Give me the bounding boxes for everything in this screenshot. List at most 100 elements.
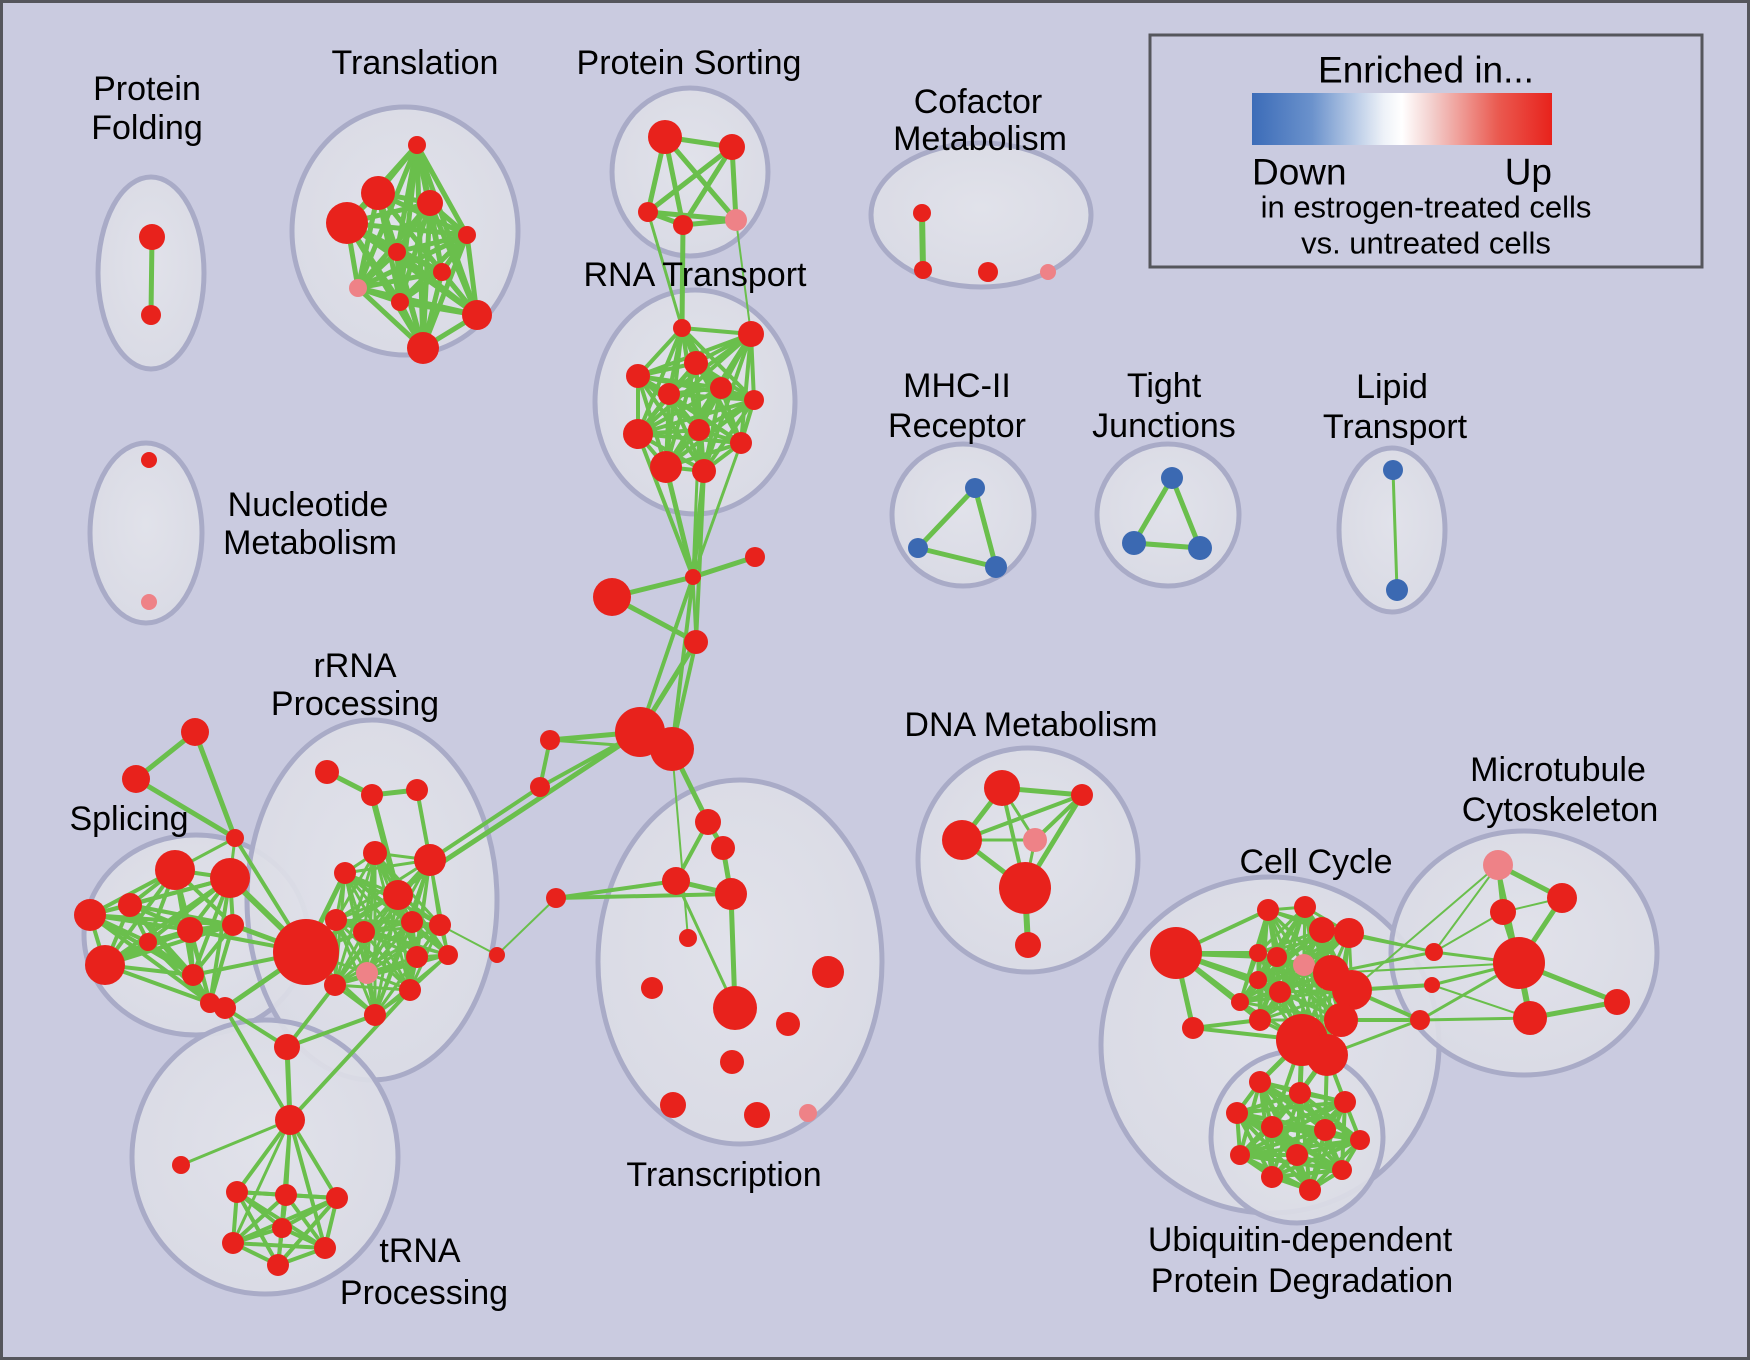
network-node-nm1 bbox=[141, 452, 157, 468]
network-edge bbox=[223, 1006, 292, 1122]
network-edge bbox=[192, 729, 238, 841]
network-node-r4 bbox=[626, 364, 650, 388]
network-node-tr1 bbox=[679, 929, 697, 947]
cluster-ellipse-cofactor-metabolism bbox=[868, 140, 1094, 290]
cluster-label-cell-cycle: Cell Cycle bbox=[1239, 843, 1392, 881]
cluster-label-protein-folding: Protein bbox=[93, 70, 201, 108]
network-edge bbox=[288, 988, 412, 1122]
network-node-cy6 bbox=[1267, 947, 1287, 967]
network-node-r9 bbox=[688, 419, 710, 441]
legend-up-label: Up bbox=[1505, 152, 1552, 193]
network-node-r10 bbox=[730, 432, 752, 454]
network-edge bbox=[362, 923, 442, 934]
network-node-cyh bbox=[1150, 927, 1202, 979]
network-node-mt5 bbox=[1513, 1001, 1547, 1035]
network-node-trf bbox=[314, 1237, 336, 1259]
network-edge bbox=[1418, 1016, 1532, 1022]
network-edge bbox=[148, 234, 155, 318]
network-node-sf1 bbox=[181, 718, 209, 746]
network-node-t6 bbox=[388, 243, 406, 261]
network-edge bbox=[645, 144, 735, 215]
network-edge bbox=[1431, 984, 1531, 1019]
network-node-sp8 bbox=[139, 933, 157, 951]
network-edge bbox=[128, 903, 212, 1005]
network-node-r11 bbox=[650, 451, 682, 483]
network-node-sp7 bbox=[182, 964, 204, 986]
network-node-ub7 bbox=[1350, 1130, 1370, 1150]
network-node-trg bbox=[272, 1218, 292, 1238]
network-node-hp bbox=[356, 962, 378, 984]
network-edge bbox=[662, 134, 739, 223]
cluster-label-protein-folding: Folding bbox=[91, 109, 203, 147]
network-edge bbox=[394, 232, 470, 255]
network-edge bbox=[636, 374, 756, 402]
network-node-t5 bbox=[458, 226, 476, 244]
network-node-ub2 bbox=[1289, 1082, 1311, 1104]
network-node-ub11 bbox=[1261, 1166, 1283, 1188]
network-node-rra bbox=[315, 760, 339, 784]
network-edge bbox=[334, 918, 412, 992]
cluster-label-lipid-transport: Lipid bbox=[1356, 368, 1428, 406]
network-node-dn2 bbox=[1071, 784, 1093, 806]
network-node-r5 bbox=[658, 383, 680, 405]
network-node-cf3 bbox=[978, 262, 998, 282]
network-node-t7 bbox=[433, 263, 451, 281]
network-node-tr5 bbox=[776, 1012, 800, 1036]
cluster-label-lipid-transport: Transport bbox=[1323, 408, 1468, 446]
network-node-cf4 bbox=[1040, 264, 1056, 280]
network-node-t8 bbox=[349, 279, 367, 297]
network-node-trl bbox=[172, 1156, 190, 1174]
network-edge bbox=[1433, 911, 1504, 953]
network-node-dn6 bbox=[1015, 932, 1041, 958]
network-node-dn5 bbox=[999, 862, 1051, 914]
network-node-dn1 bbox=[984, 770, 1020, 806]
network-node-tr2 bbox=[641, 977, 663, 999]
network-node-rrl bbox=[406, 946, 428, 968]
network-node-t1 bbox=[408, 136, 426, 154]
network-edge bbox=[133, 776, 238, 841]
network-edge bbox=[690, 554, 758, 580]
network-node-dn3 bbox=[942, 820, 982, 860]
network-edge bbox=[1235, 1100, 1347, 1115]
network-node-ub12 bbox=[1299, 1179, 1321, 1201]
network-node-mt2 bbox=[1547, 883, 1577, 913]
network-edge bbox=[208, 923, 235, 1005]
cluster-label-dna-metabolism: DNA Metabolism bbox=[904, 706, 1157, 744]
network-edge bbox=[414, 142, 470, 238]
network-node-ps5 bbox=[725, 209, 747, 231]
network-node-rrd bbox=[363, 841, 387, 865]
network-edge bbox=[365, 923, 442, 975]
network-node-pf2 bbox=[141, 305, 161, 325]
network-node-ch4 bbox=[715, 878, 747, 910]
network-node-mh2 bbox=[908, 538, 928, 558]
network-node-rrh bbox=[401, 911, 423, 933]
legend-box bbox=[1148, 33, 1704, 269]
network-node-tra bbox=[226, 1181, 248, 1203]
network-edge bbox=[179, 1118, 292, 1167]
network-node-sp4 bbox=[177, 917, 203, 943]
network-edge bbox=[103, 923, 235, 967]
network-node-cy10 bbox=[1249, 971, 1267, 989]
network-edge bbox=[915, 545, 999, 570]
network-node-cc4 bbox=[684, 630, 708, 654]
network-node-tn0a bbox=[214, 997, 236, 1019]
network-edge bbox=[646, 210, 684, 330]
network-node-rrm bbox=[324, 974, 346, 996]
network-node-ub6 bbox=[1314, 1119, 1336, 1141]
network-node-sf3 bbox=[226, 829, 244, 847]
network-edge bbox=[554, 892, 733, 900]
network-edge bbox=[1169, 475, 1203, 551]
network-edge bbox=[1270, 1168, 1344, 1179]
network-node-sf2 bbox=[122, 765, 150, 793]
network-node-rrj bbox=[353, 921, 375, 943]
network-edge bbox=[1351, 864, 1499, 991]
network-edge bbox=[1238, 963, 1306, 1004]
network-node-sp3 bbox=[74, 899, 106, 931]
network-node-r2 bbox=[738, 321, 764, 347]
network-node-mh3 bbox=[985, 556, 1007, 578]
network-edge bbox=[1238, 1000, 1343, 1022]
network-edge bbox=[636, 386, 723, 436]
network-node-rro bbox=[364, 1004, 386, 1026]
